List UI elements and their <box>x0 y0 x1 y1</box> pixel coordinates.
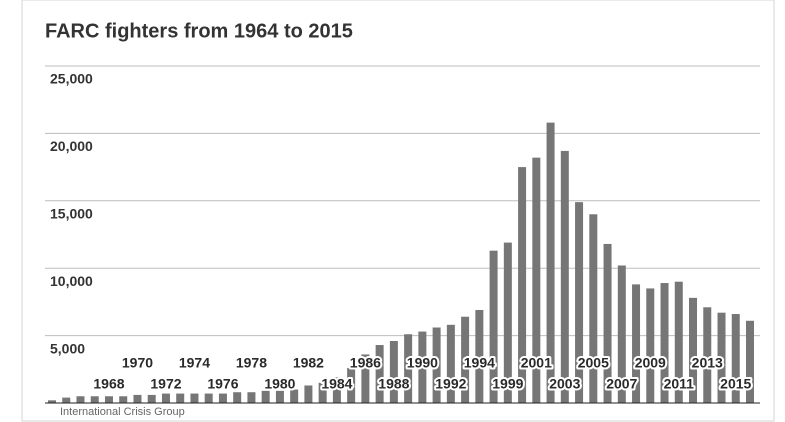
x-tick-label: 1999 <box>492 376 523 392</box>
bar <box>560 150 569 403</box>
bar <box>218 393 227 403</box>
bar <box>717 312 726 403</box>
x-tick-label: 1970 <box>122 355 153 371</box>
chart-title: FARC fighters from 1964 to 2015 <box>45 20 353 42</box>
bar <box>418 331 427 403</box>
bar <box>475 309 484 403</box>
y-tick-label: 10,000 <box>50 273 93 289</box>
x-tick-label: 1986 <box>350 355 381 371</box>
x-tick-label: 2011 <box>664 376 695 392</box>
bar <box>746 320 754 403</box>
bar <box>674 281 683 403</box>
x-tick-label: 1978 <box>236 355 267 371</box>
x-tick-label: 1972 <box>150 376 181 392</box>
bar <box>617 265 626 403</box>
bar <box>318 382 327 403</box>
x-tick-label: 2009 <box>635 355 666 371</box>
bar <box>90 396 99 403</box>
bar <box>332 377 341 403</box>
bar <box>133 394 142 403</box>
x-tick-label: 2013 <box>692 355 723 371</box>
bar <box>275 390 284 403</box>
bar <box>632 284 641 403</box>
y-tick-label: 5,000 <box>50 340 85 356</box>
bar <box>261 390 270 403</box>
x-tick-label: 2015 <box>720 376 751 392</box>
bar <box>375 345 384 403</box>
bar <box>589 214 598 403</box>
bar <box>233 392 242 403</box>
bar <box>575 202 584 403</box>
bar <box>76 396 85 403</box>
x-tick-label: 1974 <box>179 355 210 371</box>
source: International Crisis Group <box>60 406 185 418</box>
y-tick-label: 15,000 <box>50 206 93 222</box>
x-tick-label: 1982 <box>293 355 324 371</box>
x-tick-label: 1968 <box>93 376 124 392</box>
bar <box>731 314 740 403</box>
x-tick-label: 1980 <box>264 376 295 392</box>
bar <box>62 397 71 403</box>
bar <box>446 324 455 403</box>
bar <box>104 396 113 403</box>
bar <box>347 367 356 403</box>
bar <box>703 307 712 403</box>
bar <box>147 394 156 403</box>
bar <box>190 393 199 403</box>
x-tick-label: 1984 <box>321 376 352 392</box>
bar <box>176 393 185 403</box>
bar <box>660 283 669 403</box>
frame <box>21 0 775 422</box>
bar <box>461 316 470 403</box>
x-tick-label: 2007 <box>606 376 637 392</box>
bar <box>247 392 256 403</box>
x-tick-label: 1988 <box>378 376 409 392</box>
bar <box>161 393 170 403</box>
bar <box>432 327 441 403</box>
x-tick-label: 1976 <box>207 376 238 392</box>
bar <box>389 340 398 403</box>
x-tick-label: 2001 <box>521 355 552 371</box>
x-tick-label: 2005 <box>578 355 609 371</box>
bar <box>689 297 698 403</box>
bar <box>646 288 655 403</box>
x-tick-label: 2003 <box>549 376 580 392</box>
bar <box>603 243 612 403</box>
bar <box>119 396 128 403</box>
y-tick-label: 25,000 <box>50 71 93 87</box>
x-tick-label: 1992 <box>435 376 466 392</box>
bar <box>503 242 512 403</box>
bar <box>489 250 498 403</box>
bar <box>546 122 555 403</box>
bar <box>304 385 313 403</box>
bar <box>404 334 413 403</box>
bar <box>361 354 370 403</box>
x-tick-label: 1990 <box>407 355 438 371</box>
y-tick-label: 20,000 <box>50 138 93 154</box>
x-tick-label: 1994 <box>464 355 495 371</box>
bar <box>290 389 299 403</box>
bar <box>204 393 213 403</box>
bar <box>518 167 527 403</box>
bar <box>48 400 56 403</box>
bar <box>532 157 541 403</box>
